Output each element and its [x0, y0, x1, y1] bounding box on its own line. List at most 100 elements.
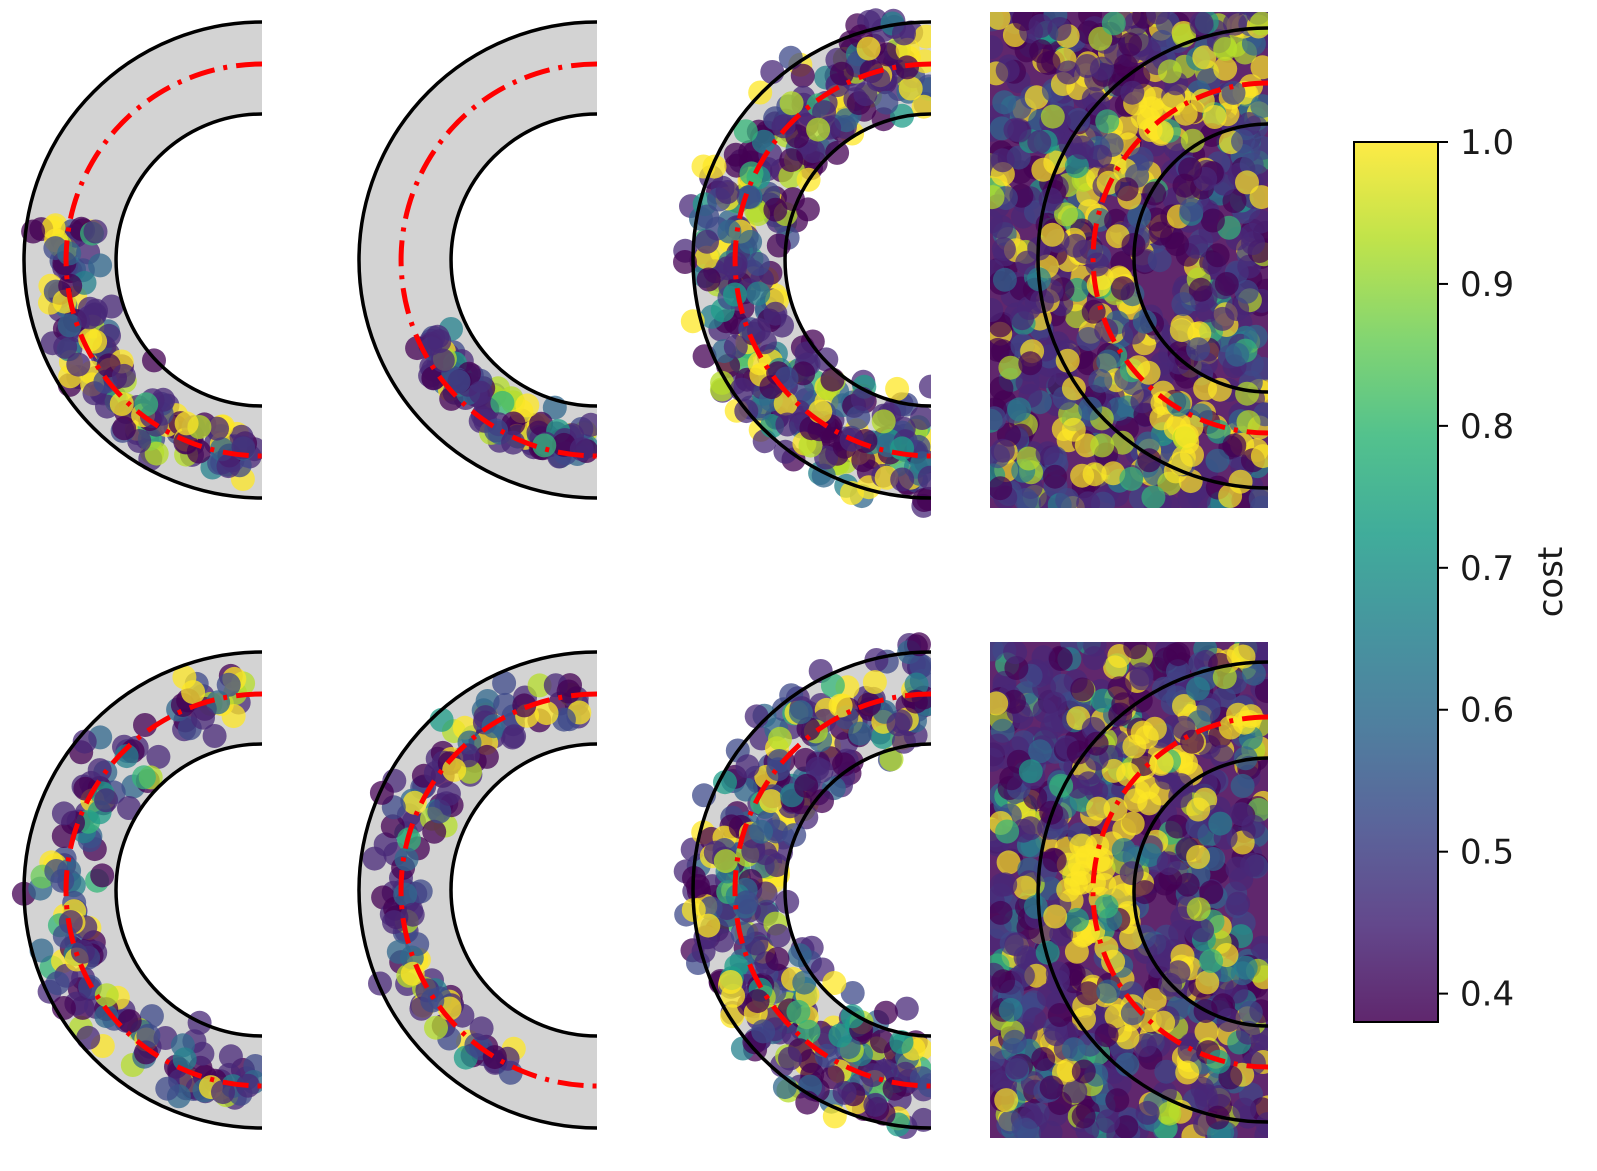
outer-boundary [1036, 660, 1268, 1124]
sample-point [1126, 355, 1151, 380]
sample-point [886, 712, 911, 737]
sample-point [1232, 710, 1257, 735]
sample-point [749, 819, 773, 844]
sample-point [1092, 873, 1117, 897]
sample-point [715, 180, 740, 204]
track-fill [359, 22, 597, 498]
sample-point [1142, 716, 1167, 741]
sample-point [1222, 433, 1247, 458]
sample-point [856, 36, 881, 61]
sample-point [734, 890, 759, 915]
inner-boundary [1132, 756, 1268, 1028]
sample-point [889, 1030, 914, 1055]
sample-point [1250, 94, 1268, 119]
sample-point [771, 114, 796, 139]
sample-point [1002, 1029, 1027, 1054]
sample-point [809, 758, 834, 783]
sample-point [94, 983, 119, 1008]
inner-boundary [783, 742, 932, 1038]
sample-point [862, 670, 887, 695]
panel-r2-c2 [357, 650, 598, 1130]
sample-point [1205, 243, 1230, 268]
sample-point [1055, 488, 1080, 508]
sample-point [534, 701, 559, 726]
sample-point [1250, 55, 1268, 80]
sample-point [578, 412, 597, 437]
sample-point [792, 970, 817, 995]
sample-point [1234, 279, 1259, 304]
sample-point [990, 209, 1003, 234]
sample-point [710, 370, 735, 395]
sample-point [763, 197, 788, 222]
sample-point [155, 1076, 180, 1101]
sample-point [992, 90, 1017, 115]
sample-point [918, 374, 931, 399]
sample-point [673, 250, 697, 274]
colorbar-tick-label: 0.7 [1460, 549, 1514, 589]
sample-point [773, 391, 798, 416]
sample-points [673, 8, 931, 518]
sample-point [1075, 54, 1099, 78]
sample-point [1071, 1104, 1096, 1129]
sample-point [914, 24, 931, 49]
sample-point [875, 42, 900, 67]
sample-point [1166, 960, 1191, 985]
sample-point [1180, 442, 1204, 467]
centerline [398, 61, 598, 459]
sample-point [1090, 433, 1115, 458]
sample-point [1056, 60, 1081, 85]
sample-point [1101, 12, 1126, 36]
sample-point [1222, 189, 1247, 214]
sample-point [1172, 694, 1196, 718]
centerline [1090, 80, 1268, 436]
colorbar-tick-label: 0.9 [1460, 265, 1514, 305]
sample-point [1235, 170, 1259, 195]
sample-point [996, 850, 1021, 875]
sample-point [890, 467, 915, 492]
sample-point [1040, 104, 1065, 129]
sample-point [1192, 45, 1217, 70]
sample-point [1038, 1120, 1063, 1138]
outer-boundary [691, 650, 932, 1130]
sample-point [468, 380, 493, 405]
sample-point [1114, 115, 1139, 140]
sample-points [673, 632, 931, 1139]
sample-point [990, 12, 1011, 30]
outer-boundary [691, 20, 932, 500]
sample-point [846, 405, 871, 430]
sample-point [1225, 856, 1250, 881]
sample-point [1047, 1003, 1072, 1027]
sample-point [1208, 811, 1233, 836]
sample-point [1076, 491, 1101, 508]
sample-point [992, 267, 1017, 292]
sample-point [1031, 1047, 1056, 1071]
sample-point [1078, 396, 1103, 421]
sample-point [1194, 1019, 1219, 1044]
sample-point [764, 853, 789, 878]
sample-point [735, 754, 760, 779]
sample-point [94, 1004, 119, 1029]
panel-r1-c2 [357, 20, 598, 500]
sample-point [820, 367, 845, 392]
sample-point [1135, 1100, 1160, 1125]
sample-point [779, 148, 804, 173]
sample-point [1086, 796, 1111, 821]
sample-point [879, 747, 904, 772]
sample-point [885, 376, 910, 401]
sample-point [1166, 392, 1191, 417]
sample-point [181, 680, 206, 705]
sample-point [1225, 342, 1250, 367]
sample-point [1031, 645, 1056, 670]
sample-point [871, 409, 896, 434]
sample-point [822, 971, 847, 995]
sample-point [1004, 932, 1029, 957]
sample-point [1142, 988, 1167, 1012]
sample-point [117, 796, 141, 820]
sample-point [990, 476, 1013, 501]
sample-point [1137, 843, 1162, 868]
sample-point [773, 439, 798, 464]
sample-point [1094, 894, 1119, 919]
sample-point [810, 789, 834, 814]
sample-point [990, 376, 1014, 401]
sample-point [114, 744, 139, 769]
